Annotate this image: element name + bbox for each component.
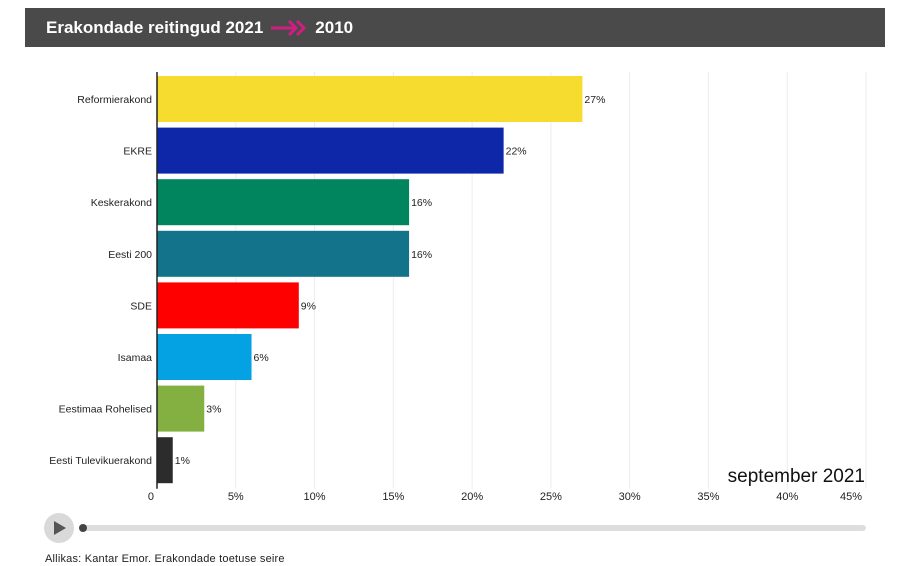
timeline-player [44,513,868,543]
bar [157,76,583,122]
bar [157,282,299,329]
category-label: Eestimaa Rohelised [59,404,153,416]
play-icon [54,521,66,535]
bar [157,230,410,277]
chart-header: Erakondade reitingud 2021 2010 [25,8,885,47]
x-tick-label: 30% [619,491,641,503]
category-label: EKRE [123,146,152,158]
x-tick-label: 0 [148,491,154,503]
value-label: 16% [411,197,432,209]
x-tick-label: 35% [697,491,719,503]
value-label: 27% [584,94,605,106]
value-label: 22% [506,146,527,158]
bar [157,385,205,432]
bar [157,179,410,226]
bar [157,127,504,174]
timeline-handle[interactable] [79,524,87,532]
value-label: 6% [254,352,269,364]
value-label: 16% [411,249,432,261]
x-tick-label: 45% [840,491,862,503]
bar-chart: Reformierakond 27% EKRE 22% Keskerakond 16% Ee… [49,72,867,503]
category-label: Eesti 200 [108,249,152,261]
x-tick-label: 40% [776,491,798,503]
x-tick-label: 5% [228,491,244,503]
x-tick-label: 15% [382,491,404,503]
play-button[interactable] [44,513,74,543]
target-year: 2010 [315,17,354,37]
period-label: september 2021 [727,466,865,487]
x-tick-label: 25% [540,491,562,503]
value-label: 9% [301,300,316,312]
bar [157,334,252,380]
x-tick-label: 20% [461,491,483,503]
bar [157,437,173,484]
category-label: SDE [130,300,152,312]
x-tick-label: 10% [304,491,326,503]
value-label: 3% [206,404,221,416]
category-label: Reformierakond [77,94,152,106]
category-label: Eesti Tulevikuerakond [49,455,152,467]
source-note: Allikas: Kantar Emor. Erakondade toetuse… [45,553,285,565]
value-label: 1% [175,455,190,467]
category-label: Isamaa [118,352,153,364]
double-chevron-arrow-icon [271,18,309,38]
category-label: Keskerakond [91,197,152,209]
chart-title: Erakondade reitingud 2021 [46,17,264,37]
timeline-track[interactable] [80,525,866,531]
